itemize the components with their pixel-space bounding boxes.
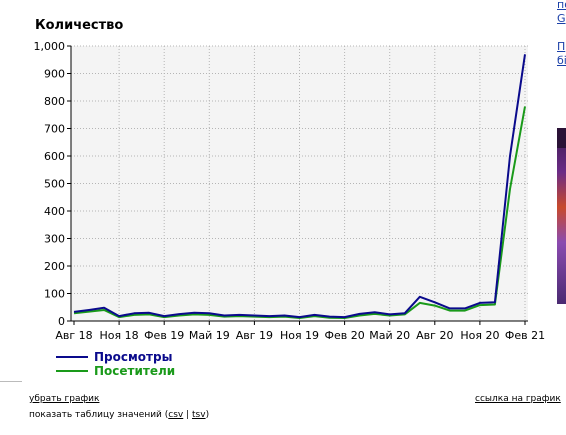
show-table-line: показать таблицу значений (csv | tsv): [29, 410, 209, 420]
line-chart: 0 100 200 300 400 500 600 700 800 900 1,000 Авг 18…: [34, 40, 546, 342]
edge-link-1[interactable]: по: [557, 0, 566, 11]
legend-label-visitors: Посетители: [94, 364, 176, 378]
y-tick-label: 1,000: [34, 40, 66, 53]
y-tick-label: 900: [44, 68, 65, 81]
series-lines: [73, 54, 526, 319]
remove-chart-link[interactable]: убрать график: [29, 394, 100, 404]
x-tick-label: Фев 20: [324, 329, 364, 342]
x-tick-label: Фев 19: [144, 329, 184, 342]
x-tick-label: Ноя 19: [280, 329, 319, 342]
legend-swatch-views: [56, 356, 88, 358]
x-tick-labels: Авг 18 Ноя 18 Фев 19 Май 19 Авг 19 Ноя 19 Фев …: [55, 321, 545, 342]
chart-link[interactable]: ссылка на график: [475, 394, 561, 404]
x-tick-label: Авг 18: [55, 329, 92, 342]
chart-title: Количество: [35, 18, 124, 33]
legend-label-views: Просмотры: [94, 350, 173, 364]
legend-item-views: Просмотры: [56, 350, 175, 364]
x-tick-label: Авг 20: [416, 329, 453, 342]
y-tick-label: 0: [58, 315, 65, 328]
y-tick-label: 200: [44, 260, 65, 273]
csv-link[interactable]: csv: [168, 410, 184, 420]
x-tick-label: Фев 21: [505, 329, 545, 342]
y-tick-label: 700: [44, 123, 65, 136]
legend: Просмотры Посетители: [56, 350, 175, 378]
x-tick-label: Ноя 20: [460, 329, 499, 342]
y-tick-label: 500: [44, 178, 65, 191]
separator: |: [183, 410, 193, 420]
legend-item-visitors: Посетители: [56, 364, 175, 378]
tsv-link[interactable]: tsv: [192, 410, 206, 420]
grid-lines: [71, 45, 528, 321]
edge-link-3[interactable]: П: [557, 40, 566, 53]
y-tick-label: 400: [44, 205, 65, 218]
x-tick-label: Авг 19: [236, 329, 273, 342]
x-tick-label: Май 19: [189, 329, 230, 342]
y-tick-label: 600: [44, 150, 65, 163]
x-tick-label: Май 20: [369, 329, 410, 342]
y-tick-label: 800: [44, 95, 65, 108]
edge-link-4[interactable]: бі: [557, 54, 566, 67]
show-table-label: показать таблицу значений (: [29, 410, 169, 420]
close-paren: ): [205, 410, 210, 420]
y-tick-label: 300: [44, 233, 65, 246]
series-line-views: [73, 54, 526, 319]
y-tick-label: 100: [44, 288, 65, 301]
edge-link-2[interactable]: G: [557, 12, 566, 25]
side-banner-top: [557, 128, 566, 148]
legend-swatch-visitors: [56, 370, 88, 372]
side-banner[interactable]: [557, 128, 566, 304]
x-tick-label: Ноя 18: [100, 329, 139, 342]
y-tick-labels: 0 100 200 300 400 500 600 700 800 900 1,000: [34, 40, 71, 328]
divider: [0, 381, 22, 382]
